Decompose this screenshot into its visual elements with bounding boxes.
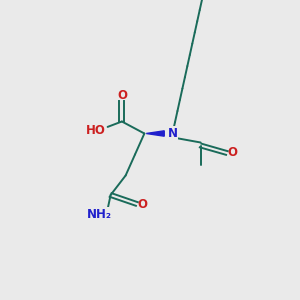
Text: NH₂: NH₂ — [87, 208, 112, 221]
Text: N: N — [167, 127, 178, 140]
Text: O: O — [117, 89, 127, 103]
Text: HO: HO — [86, 124, 106, 137]
Text: O: O — [227, 146, 238, 160]
Text: O: O — [138, 197, 148, 211]
Polygon shape — [146, 131, 164, 136]
